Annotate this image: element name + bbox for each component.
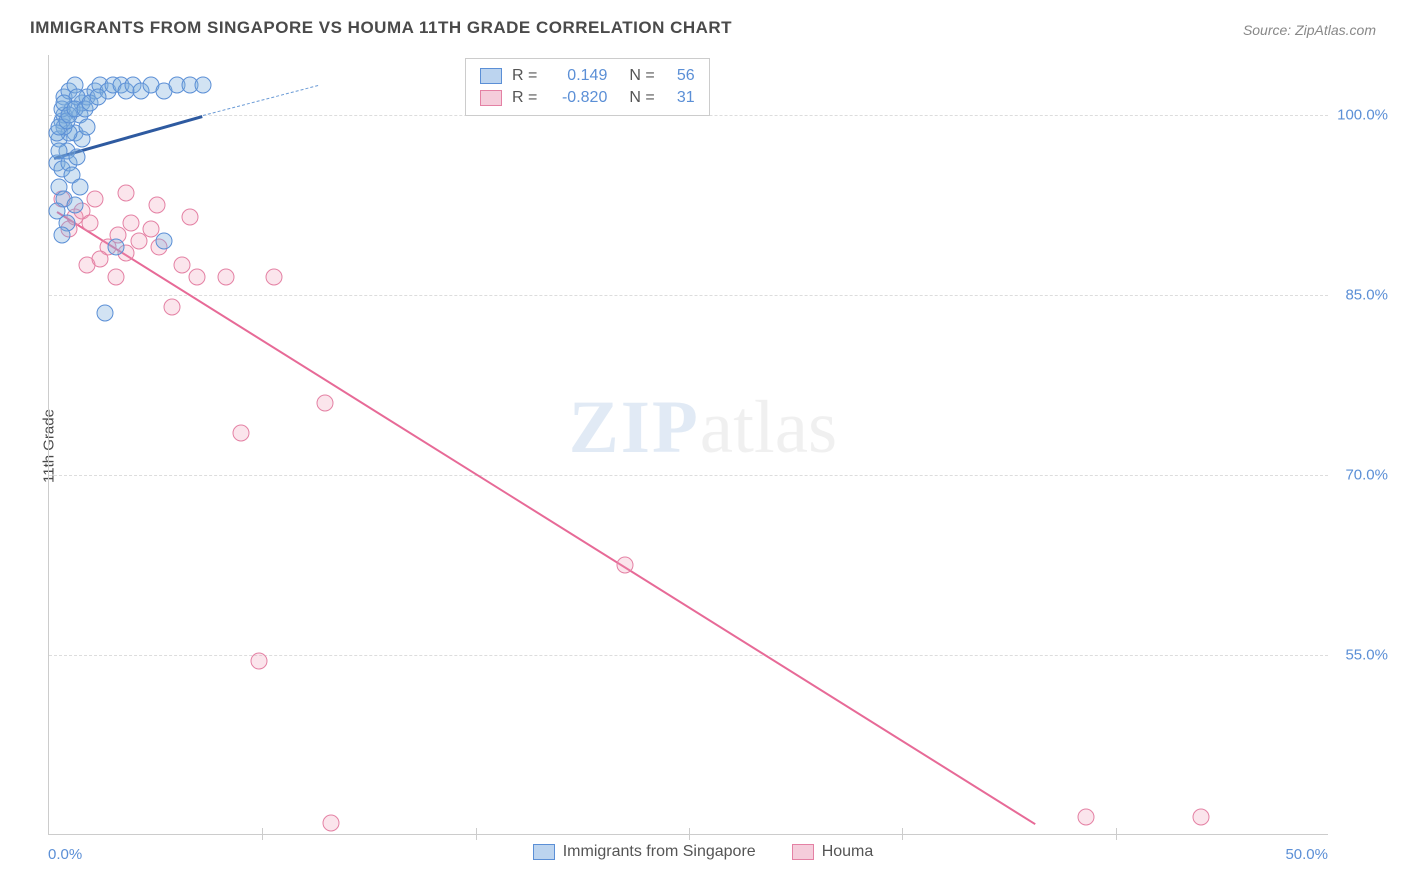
data-point-pink (107, 269, 124, 286)
data-point-blue (53, 227, 70, 244)
data-point-pink (217, 269, 234, 286)
legend-swatch (792, 844, 814, 860)
r-value: 0.149 (547, 67, 607, 85)
x-tick-label: 50.0% (1285, 846, 1328, 863)
source-label: Source: ZipAtlas.com (1243, 22, 1376, 38)
y-tick-label: 55.0% (1345, 647, 1388, 664)
data-point-pink (189, 269, 206, 286)
data-point-blue (97, 305, 114, 322)
data-point-pink (181, 209, 198, 226)
data-point-pink (87, 191, 104, 208)
data-point-pink (617, 557, 634, 574)
data-point-pink (148, 197, 165, 214)
data-point-pink (317, 395, 334, 412)
plot-area (48, 55, 1328, 835)
data-point-pink (174, 257, 191, 274)
y-tick-label: 100.0% (1337, 107, 1388, 124)
r-value: -0.820 (547, 89, 607, 107)
data-point-pink (322, 815, 339, 832)
data-point-blue (79, 119, 96, 136)
data-point-blue (89, 89, 106, 106)
x-minor-tick (902, 828, 903, 840)
data-point-blue (107, 239, 124, 256)
gridline-h (49, 655, 1328, 656)
legend-swatch (533, 844, 555, 860)
data-point-blue (66, 197, 83, 214)
legend-stats-row: R = -0.820 N = 31 (480, 87, 695, 109)
r-label: R = (512, 89, 537, 107)
r-label: R = (512, 67, 537, 85)
data-point-pink (1193, 809, 1210, 826)
legend-stats-row: R = 0.149 N = 56 (480, 65, 695, 87)
legend-label: Immigrants from Singapore (563, 843, 756, 861)
data-point-pink (233, 425, 250, 442)
chart-title: IMMIGRANTS FROM SINGAPORE VS HOUMA 11TH … (30, 18, 732, 38)
data-point-pink (81, 215, 98, 232)
data-point-pink (163, 299, 180, 316)
n-value: 56 (665, 67, 695, 85)
trend-line-dashed (202, 85, 318, 116)
legend-swatch (480, 68, 502, 84)
y-tick-label: 70.0% (1345, 467, 1388, 484)
data-point-pink (122, 215, 139, 232)
x-minor-tick (262, 828, 263, 840)
legend-stats: R = 0.149 N = 56 R = -0.820 N = 31 (465, 58, 710, 116)
y-tick-label: 85.0% (1345, 287, 1388, 304)
n-value: 31 (665, 89, 695, 107)
data-point-blue (156, 233, 173, 250)
data-point-pink (266, 269, 283, 286)
x-minor-tick (689, 828, 690, 840)
data-point-pink (1077, 809, 1094, 826)
trend-line (56, 211, 1035, 825)
legend-series: Immigrants from Singapore Houma (0, 843, 1406, 865)
data-point-blue (71, 179, 88, 196)
gridline-h (49, 475, 1328, 476)
x-tick-label: 0.0% (48, 846, 82, 863)
data-point-blue (51, 143, 68, 160)
data-point-pink (250, 653, 267, 670)
n-label: N = (629, 67, 654, 85)
legend-label: Houma (822, 843, 874, 861)
data-point-blue (69, 149, 86, 166)
data-point-blue (194, 77, 211, 94)
legend-item: Houma (792, 843, 874, 861)
data-point-pink (92, 251, 109, 268)
legend-swatch (480, 90, 502, 106)
x-minor-tick (1116, 828, 1117, 840)
legend-item: Immigrants from Singapore (533, 843, 756, 861)
n-label: N = (629, 89, 654, 107)
x-minor-tick (476, 828, 477, 840)
gridline-h (49, 295, 1328, 296)
data-point-pink (117, 185, 134, 202)
